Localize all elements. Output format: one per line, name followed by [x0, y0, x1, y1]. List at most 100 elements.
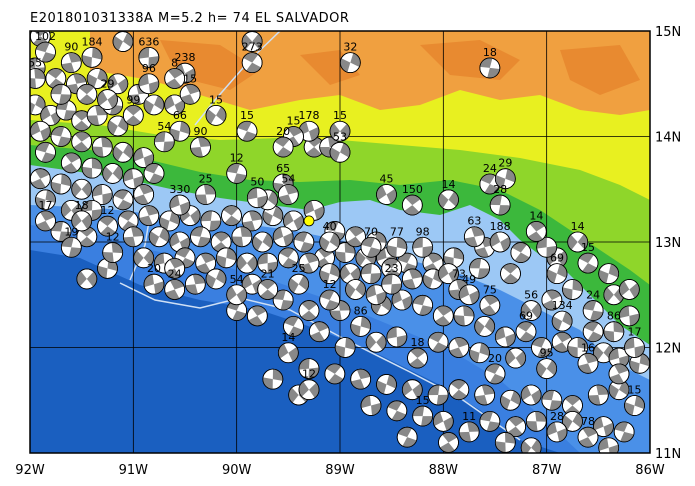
beachball-outline	[463, 226, 485, 248]
focal-mechanism-beachball	[133, 247, 155, 269]
beachball-compression	[556, 332, 571, 343]
beachball-outline	[427, 331, 449, 353]
beachball-outline	[582, 321, 604, 343]
focal-mechanism-beachball	[489, 194, 511, 216]
beachball-compression	[216, 255, 227, 268]
focal-mechanism-beachball	[520, 384, 542, 406]
event-depth-label: 12	[245, 20, 259, 33]
focal-mechanism-beachball	[221, 205, 242, 227]
beachball-outline	[257, 279, 279, 300]
beachball-outline	[283, 210, 304, 232]
beachball-compression	[427, 253, 442, 264]
beachball-outline	[427, 384, 449, 406]
beachball-compression	[502, 263, 518, 274]
focal-mechanism-beachball	[474, 315, 496, 337]
focal-mechanism-beachball	[293, 231, 315, 253]
beachball-outline	[479, 294, 501, 316]
beachball-compression	[51, 181, 61, 194]
beachball-compression	[30, 121, 41, 136]
beachball-compression	[314, 321, 329, 332]
beachball-outline	[500, 263, 521, 285]
beachball-outline	[396, 426, 418, 448]
event-depth-label: 86	[607, 310, 621, 323]
focal-mechanism-beachball	[190, 136, 211, 158]
beachball-compression	[405, 195, 421, 206]
event-depth-label: 45	[380, 173, 394, 186]
beachball-compression	[226, 247, 237, 261]
beachball-compression	[276, 147, 292, 158]
beachball-compression	[134, 194, 149, 205]
beachball-compression	[119, 210, 135, 221]
focal-mechanism-beachball	[164, 257, 186, 279]
beachball-compression	[634, 345, 645, 358]
beachball-outline	[148, 226, 170, 248]
beachball-compression	[361, 263, 372, 275]
beachball-compression	[397, 427, 412, 438]
beachball-outline	[376, 184, 397, 205]
beachball-compression	[360, 395, 371, 409]
beachball-compression	[639, 353, 650, 367]
focal-mechanism-beachball	[319, 263, 341, 285]
focal-mechanism-beachball	[381, 273, 403, 295]
focal-mechanism-beachball	[272, 226, 294, 248]
beachball-compression	[564, 395, 581, 406]
beachball-outline	[236, 120, 258, 142]
focal-mechanism-beachball	[143, 273, 165, 295]
beachball-compression	[546, 360, 557, 376]
beachball-outline	[546, 421, 568, 443]
focal-mechanism-beachball	[520, 300, 542, 321]
focal-mechanism-beachball	[618, 305, 640, 327]
beachball-outline	[603, 321, 625, 343]
focal-mechanism-beachball	[107, 73, 129, 95]
focal-mechanism-beachball	[102, 242, 124, 263]
beachball-compression	[138, 184, 154, 195]
beachball-compression	[169, 258, 184, 269]
beachball-compression	[371, 402, 382, 416]
focal-mechanism-beachball	[365, 331, 387, 353]
beachball-compression	[279, 247, 295, 258]
beachball-outline	[376, 374, 397, 395]
latitude-label: 15N	[655, 25, 681, 40]
beachball-outline	[81, 157, 103, 179]
beachball-outline	[407, 347, 428, 369]
beachball-compression	[510, 390, 521, 406]
beachball-outline	[505, 347, 527, 369]
focal-mechanism-beachball	[407, 347, 428, 369]
focal-mechanism-beachball	[226, 284, 248, 306]
beachball-outline	[226, 284, 248, 306]
beachball-outline	[169, 194, 191, 216]
longitude-label: 90W	[222, 463, 252, 478]
event-depth-label: 32	[343, 41, 357, 54]
beachball-compression	[248, 315, 264, 326]
focal-mechanism-beachball	[122, 226, 144, 248]
beachball-outline	[324, 363, 346, 385]
beachball-outline	[469, 257, 490, 279]
beachball-compression	[552, 316, 563, 331]
beachball-compression	[123, 32, 133, 48]
focal-mechanism-beachball	[360, 395, 382, 416]
beachball-compression	[30, 78, 37, 89]
focal-mechanism-beachball	[246, 187, 268, 209]
focal-mechanism-beachball	[505, 347, 527, 369]
beachball-compression	[61, 237, 74, 248]
beachball-compression	[454, 337, 469, 348]
beachball-compression	[36, 220, 51, 231]
beachball-compression	[185, 284, 198, 295]
beachball-compression	[489, 373, 505, 384]
focal-mechanism-beachball	[448, 337, 470, 358]
beachball-outline	[112, 141, 134, 163]
focal-mechanism-beachball	[412, 405, 434, 427]
beachball-compression	[242, 220, 256, 231]
beachball-compression	[61, 202, 72, 218]
event-depth-label: 90	[64, 41, 78, 54]
beachball-compression	[387, 400, 402, 411]
focal-mechanism-beachball	[102, 163, 124, 184]
event-depth-label: 66	[173, 109, 187, 122]
beachball-compression	[40, 210, 55, 221]
beachball-compression	[619, 280, 630, 296]
beachball-compression	[102, 252, 114, 263]
beachball-outline	[319, 289, 341, 311]
focal-mechanism-beachball	[525, 221, 547, 242]
focal-mechanism-beachball	[474, 384, 496, 406]
beachball-compression	[169, 232, 180, 247]
